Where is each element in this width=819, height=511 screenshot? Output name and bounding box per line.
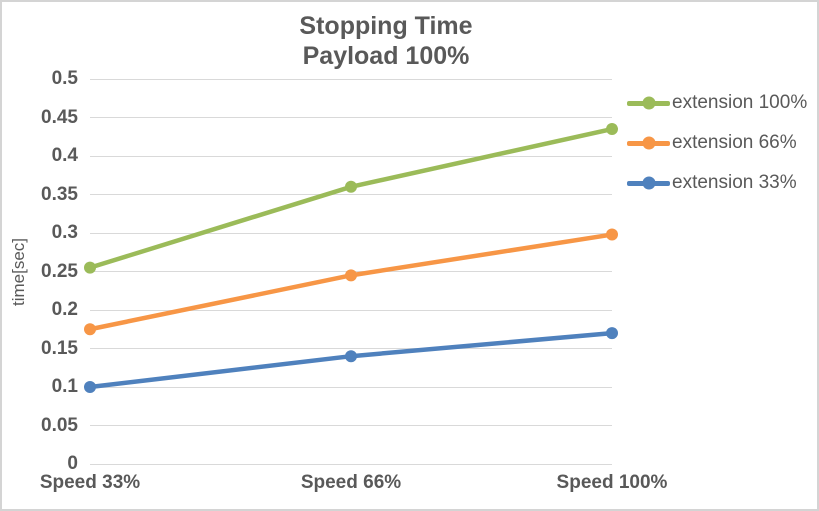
legend-dot-marker-icon (642, 136, 655, 150)
y-tick-label: 0.2 (51, 299, 78, 320)
gridline (90, 348, 612, 349)
data-point-marker (84, 381, 96, 393)
legend-item-extension-100%: extension 100% (627, 92, 808, 113)
legend-item-extension-66%: extension 66% (627, 132, 797, 153)
data-point-marker (84, 261, 96, 274)
gridline (90, 194, 612, 195)
legend-item-extension-33%: extension 33% (627, 172, 797, 193)
legend-line-marker-icon (627, 96, 670, 110)
data-point-marker (345, 269, 357, 282)
chart-title-block: Stopping Time Payload 100% (2, 11, 770, 71)
y-tick-label: 0.25 (41, 260, 78, 282)
series-line-extension-66% (87, 232, 615, 332)
gridline (90, 117, 612, 118)
plot-area (84, 78, 618, 465)
y-tick-label: 0.3 (51, 222, 78, 243)
gridline (90, 232, 612, 234)
legend-series-label: extension 66% (672, 132, 797, 153)
gridline (90, 425, 612, 426)
chart-subtitle: Payload 100% (302, 42, 470, 70)
gridline (90, 463, 612, 465)
legend-series-label: extension 100% (672, 92, 808, 113)
y-tick-label: 0.15 (41, 337, 78, 359)
y-tick-label: 0.4 (51, 145, 78, 166)
gridline (90, 155, 612, 157)
data-point-marker (84, 323, 96, 336)
y-tick-label: 0 (67, 453, 78, 474)
legend-line-marker-icon (627, 176, 670, 190)
legend-line-marker-icon (627, 136, 670, 150)
gridline (90, 78, 612, 80)
data-point-marker (606, 228, 618, 241)
gridline (90, 386, 612, 388)
legend-series-label: extension 33% (672, 172, 797, 193)
data-point-marker (606, 123, 618, 136)
x-category-label: Speed 66% (300, 472, 402, 493)
y-tick-label: 0.5 (51, 68, 78, 89)
data-point-marker (345, 350, 357, 363)
gridline (90, 309, 612, 311)
y-tick-label: 0.35 (41, 183, 78, 205)
legend-dot-marker-icon (642, 176, 655, 190)
series-lines (84, 123, 618, 393)
legend-dot-marker-icon (642, 96, 655, 110)
x-category-label: Speed 33% (39, 472, 141, 493)
data-point-marker (606, 327, 618, 340)
y-tick-label: 0.05 (41, 414, 78, 436)
chart-title: Stopping Time (299, 12, 473, 40)
x-category-label: Speed 100% (556, 472, 668, 493)
y-tick-label: 0.1 (51, 376, 78, 397)
y-tick-label: 0.45 (41, 106, 78, 128)
data-point-marker (345, 180, 357, 193)
